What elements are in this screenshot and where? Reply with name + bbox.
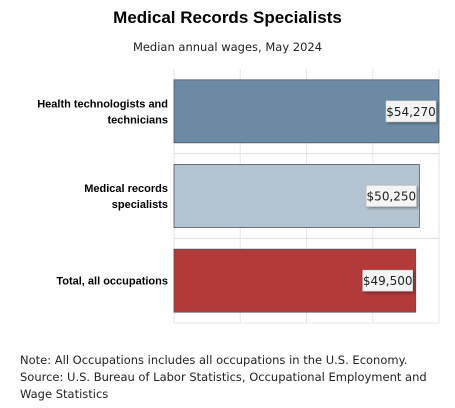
value-label: $54,270 bbox=[386, 105, 436, 119]
chart-source: Source: U.S. Bureau of Labor Statistics,… bbox=[20, 370, 427, 401]
chart-footer: Note: All Occupations includes all occup… bbox=[20, 352, 440, 403]
chart-title: Medical Records Specialists bbox=[113, 8, 342, 27]
bar-chart: Health technologists and technicians $54,2… bbox=[37, 69, 440, 324]
chart-note: Note: All Occupations includes all occup… bbox=[20, 353, 408, 367]
category-label: Total, all occupations bbox=[56, 276, 168, 288]
value-label: $49,500 bbox=[363, 274, 413, 288]
chart-subtitle: Median annual wages, May 2024 bbox=[132, 40, 323, 54]
category-label: Medical records specialists bbox=[84, 183, 168, 211]
value-label-box bbox=[366, 185, 417, 207]
value-label-box bbox=[385, 100, 437, 123]
category-label: Health technologists and technicians bbox=[37, 98, 168, 126]
value-label-box bbox=[362, 269, 414, 292]
value-label: $50,250 bbox=[367, 190, 417, 204]
